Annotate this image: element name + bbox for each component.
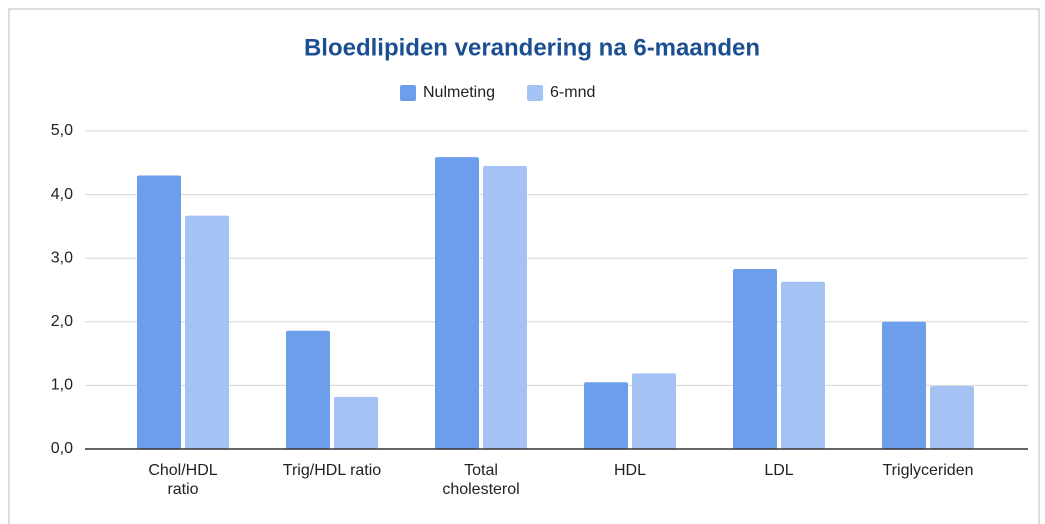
bar [483,165,527,450]
chart-border [8,8,1040,524]
y-tick-label: 2,0 [51,313,73,330]
bar [632,373,676,449]
legend-label: 6-mnd [550,84,595,101]
y-tick-label: 1,0 [51,377,73,394]
y-tick-label: 4,0 [51,186,73,203]
x-tick-label: Chol/HDL ratio [148,462,218,498]
bar [733,269,777,449]
legend-swatch [400,85,416,101]
bar [137,175,181,449]
y-tick-label: 5,0 [51,122,73,139]
bar [584,382,628,449]
legend-swatch [527,85,544,101]
x-tick-label: HDL [613,462,646,479]
bar [286,330,330,449]
bar [930,386,974,449]
y-tick-label: 3,0 [51,249,73,266]
bar [781,281,825,449]
x-tick-label: Triglyceriden [882,462,974,479]
bar [435,157,479,450]
legend-label: Nulmeting [423,84,495,101]
x-tick-label: Trig/HDL ratio [282,462,382,479]
bar [185,215,229,449]
chart-title: Bloedlipiden verandering na 6-maanden [304,34,760,61]
x-tick-label: LDL [764,462,794,479]
y-tick-label: 0,0 [51,440,73,457]
bar [882,321,926,449]
bar [334,396,378,449]
x-tick-label: Total cholesterol [442,462,520,498]
